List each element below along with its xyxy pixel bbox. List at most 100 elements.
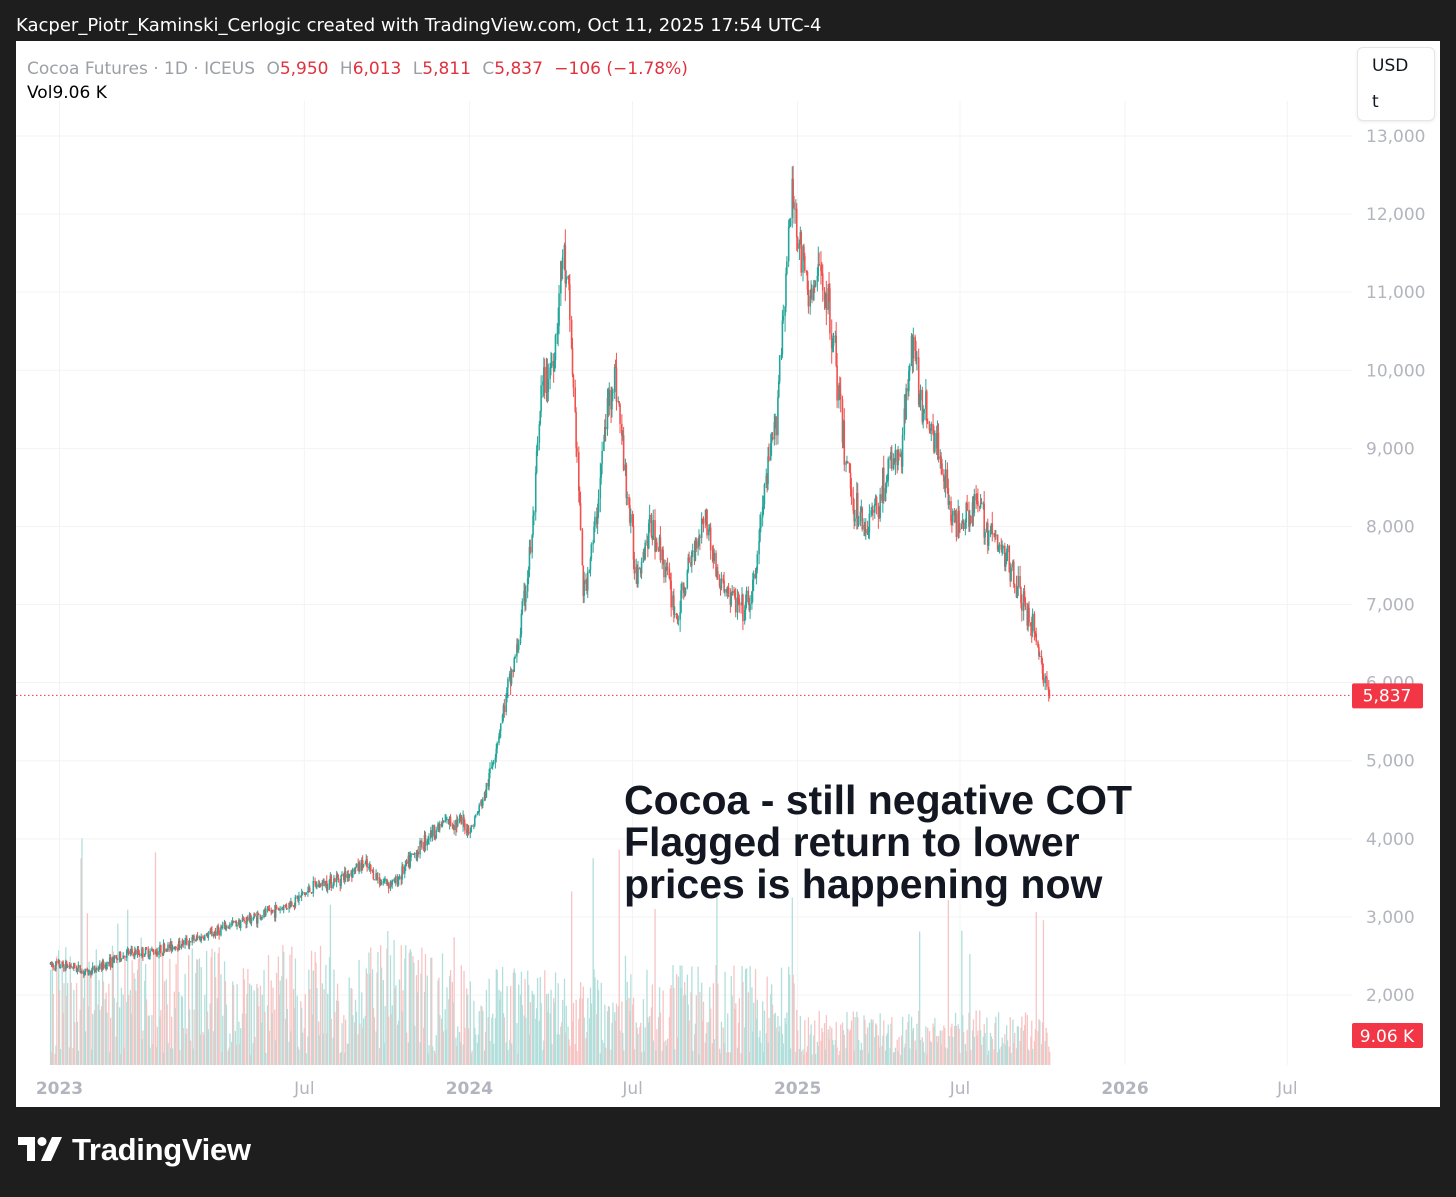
volume-bar — [204, 994, 206, 1065]
volume-bar — [965, 1051, 967, 1065]
candle-body — [683, 592, 686, 595]
volume-bar — [628, 997, 630, 1065]
candle-body — [631, 514, 634, 526]
candle-body — [857, 521, 860, 526]
volume-bar — [162, 1052, 165, 1065]
candle-body — [206, 933, 209, 938]
candle-body — [241, 918, 244, 922]
volume-bar — [569, 1045, 571, 1065]
candle-body — [860, 507, 863, 512]
symbol-legend: Cocoa Futures · 1D · ICEUS O5,950 H6,013… — [27, 57, 688, 81]
candle-body — [211, 931, 213, 937]
volume-bar — [451, 981, 454, 1065]
volume-bar — [333, 969, 335, 1065]
candle-body — [939, 456, 942, 460]
candle-body — [595, 516, 598, 524]
candle-body — [151, 948, 153, 951]
price-chart[interactable]: 2,0003,0004,0005,0006,0007,0008,0009,000… — [16, 41, 1440, 1107]
volume-bar — [355, 1011, 358, 1065]
volume-bar — [247, 969, 249, 1065]
volume-bar — [957, 1024, 959, 1065]
volume-bar — [713, 1039, 715, 1065]
volume-bar — [253, 990, 255, 1065]
candle-body — [1004, 560, 1007, 567]
candle-body — [354, 867, 357, 872]
candle-body — [368, 867, 370, 869]
volume-bar — [182, 1028, 184, 1065]
candle-body — [791, 178, 794, 218]
volume-bar — [74, 1022, 76, 1065]
candle-body — [991, 523, 994, 535]
candle-body — [940, 456, 942, 464]
volume-bar — [1039, 1020, 1041, 1065]
candle-body — [393, 879, 395, 881]
volume-bar — [619, 1030, 621, 1065]
candle-body — [106, 962, 108, 970]
candle-body — [893, 458, 896, 462]
candle-body — [585, 579, 587, 585]
candle-body — [238, 920, 240, 925]
volume-bar — [886, 1033, 889, 1065]
volume-bar — [382, 980, 384, 1065]
volume-bar — [81, 838, 83, 1065]
volume-bar — [265, 1052, 267, 1065]
candle-body — [169, 944, 171, 949]
candle-body — [87, 970, 89, 975]
volume-bar — [568, 1039, 570, 1065]
volume-bar — [51, 961, 54, 1065]
volume-bar — [927, 1027, 929, 1065]
candle-body — [1000, 544, 1003, 550]
volume-bar — [845, 1048, 847, 1065]
volume-bar — [371, 969, 374, 1065]
chart-panel[interactable]: 2,0003,0004,0005,0006,0007,0008,0009,000… — [16, 41, 1440, 1107]
volume-bar — [669, 988, 671, 1065]
candle-body — [661, 549, 664, 561]
candle-body — [373, 879, 376, 881]
volume-bar — [389, 955, 392, 1065]
candle-body — [174, 946, 176, 950]
candle-body — [94, 970, 97, 972]
volume-bar — [209, 1003, 211, 1065]
volume-bar — [231, 1041, 233, 1065]
volume-bar — [958, 1028, 960, 1065]
volume-bar — [98, 980, 100, 1065]
volume-bar — [292, 989, 295, 1065]
candle-body — [1041, 662, 1044, 674]
volume-bar — [770, 993, 772, 1065]
volume-bar — [659, 1012, 662, 1065]
candle-body — [695, 539, 698, 549]
candle-body — [568, 276, 570, 285]
volume-bar — [879, 1013, 881, 1065]
candle-body — [998, 544, 1001, 546]
volume-bar — [120, 987, 123, 1065]
volume-bar — [476, 1043, 479, 1065]
volume-bar — [1049, 1051, 1051, 1065]
volume-bar — [881, 1045, 883, 1065]
symbol-name[interactable]: Cocoa Futures · 1D · ICEUS — [27, 59, 256, 79]
candle-body — [259, 914, 262, 919]
volume-bar — [439, 1015, 441, 1065]
volume-bar — [127, 995, 130, 1065]
candle-body — [491, 763, 494, 767]
volume-value: 9.06 K — [52, 83, 107, 103]
candle-body — [365, 859, 368, 864]
y-tick-label: 11,000 — [1366, 283, 1425, 303]
volume-bar — [684, 994, 687, 1065]
volume-bar — [147, 1015, 149, 1065]
candle-body — [531, 535, 533, 553]
currency-unit-selector[interactable]: USD t — [1357, 47, 1435, 121]
candle-body — [789, 217, 792, 226]
tradingview-brand[interactable]: TradingView — [18, 1132, 251, 1168]
volume-bar — [617, 1006, 619, 1065]
volume-bar — [998, 1048, 1001, 1065]
candle-body — [780, 354, 783, 356]
volume-bar — [424, 954, 427, 1065]
volume-bar — [785, 1024, 787, 1065]
volume-bar — [891, 1017, 893, 1065]
candle-body — [143, 954, 146, 957]
volume-bar — [889, 1048, 891, 1065]
volume-bar — [480, 1005, 482, 1065]
candle-body — [296, 896, 298, 898]
volume-bar — [167, 1042, 169, 1065]
volume-bar — [58, 989, 61, 1065]
